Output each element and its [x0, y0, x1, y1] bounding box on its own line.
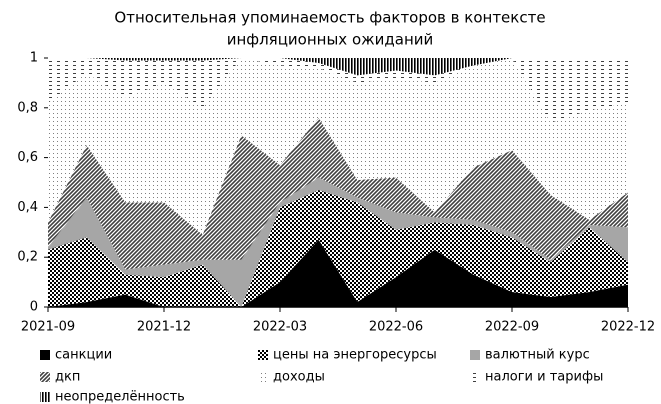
y-tick-label: 0	[30, 300, 38, 315]
legend-swatch	[258, 350, 268, 360]
legend-swatch	[40, 372, 50, 382]
legend-label: налоги и тарифы	[485, 370, 603, 385]
area	[48, 117, 628, 270]
legend-swatch	[258, 372, 268, 382]
area	[48, 239, 628, 307]
y-tick-label: 0,4	[17, 200, 38, 215]
y-tick-label: 0,6	[17, 150, 38, 165]
x-tick-label: 2022-12	[601, 320, 655, 335]
area	[48, 58, 628, 123]
chart-title: Относительная упоминаемость факторов в к…	[114, 9, 545, 27]
legend-swatch	[470, 350, 480, 360]
legend-swatch	[470, 372, 480, 382]
legend-label: дкп	[55, 370, 80, 385]
y-tick-label: 0,8	[17, 100, 38, 115]
chart-title: инфляционных ожиданий	[227, 31, 434, 49]
legend-label: санкции	[55, 348, 112, 363]
legend-label: цены на энергоресурсы	[273, 348, 437, 363]
x-tick-label: 2021-12	[137, 320, 191, 335]
y-tick-label: 0,2	[17, 250, 38, 265]
legend-swatch	[40, 392, 50, 402]
x-tick-label: 2022-03	[253, 320, 307, 335]
legend-label: валютный курс	[485, 348, 590, 363]
legend-label: неопределённость	[55, 390, 185, 404]
area	[48, 189, 628, 307]
legend-swatch	[40, 350, 50, 360]
x-tick-label: 2022-06	[369, 320, 423, 335]
x-tick-label: 2021-09	[21, 320, 75, 335]
legend-label: доходы	[273, 370, 325, 385]
y-tick-label: 1	[30, 51, 38, 66]
x-tick-label: 2022-09	[485, 320, 539, 335]
area	[48, 58, 628, 235]
area	[48, 58, 628, 76]
